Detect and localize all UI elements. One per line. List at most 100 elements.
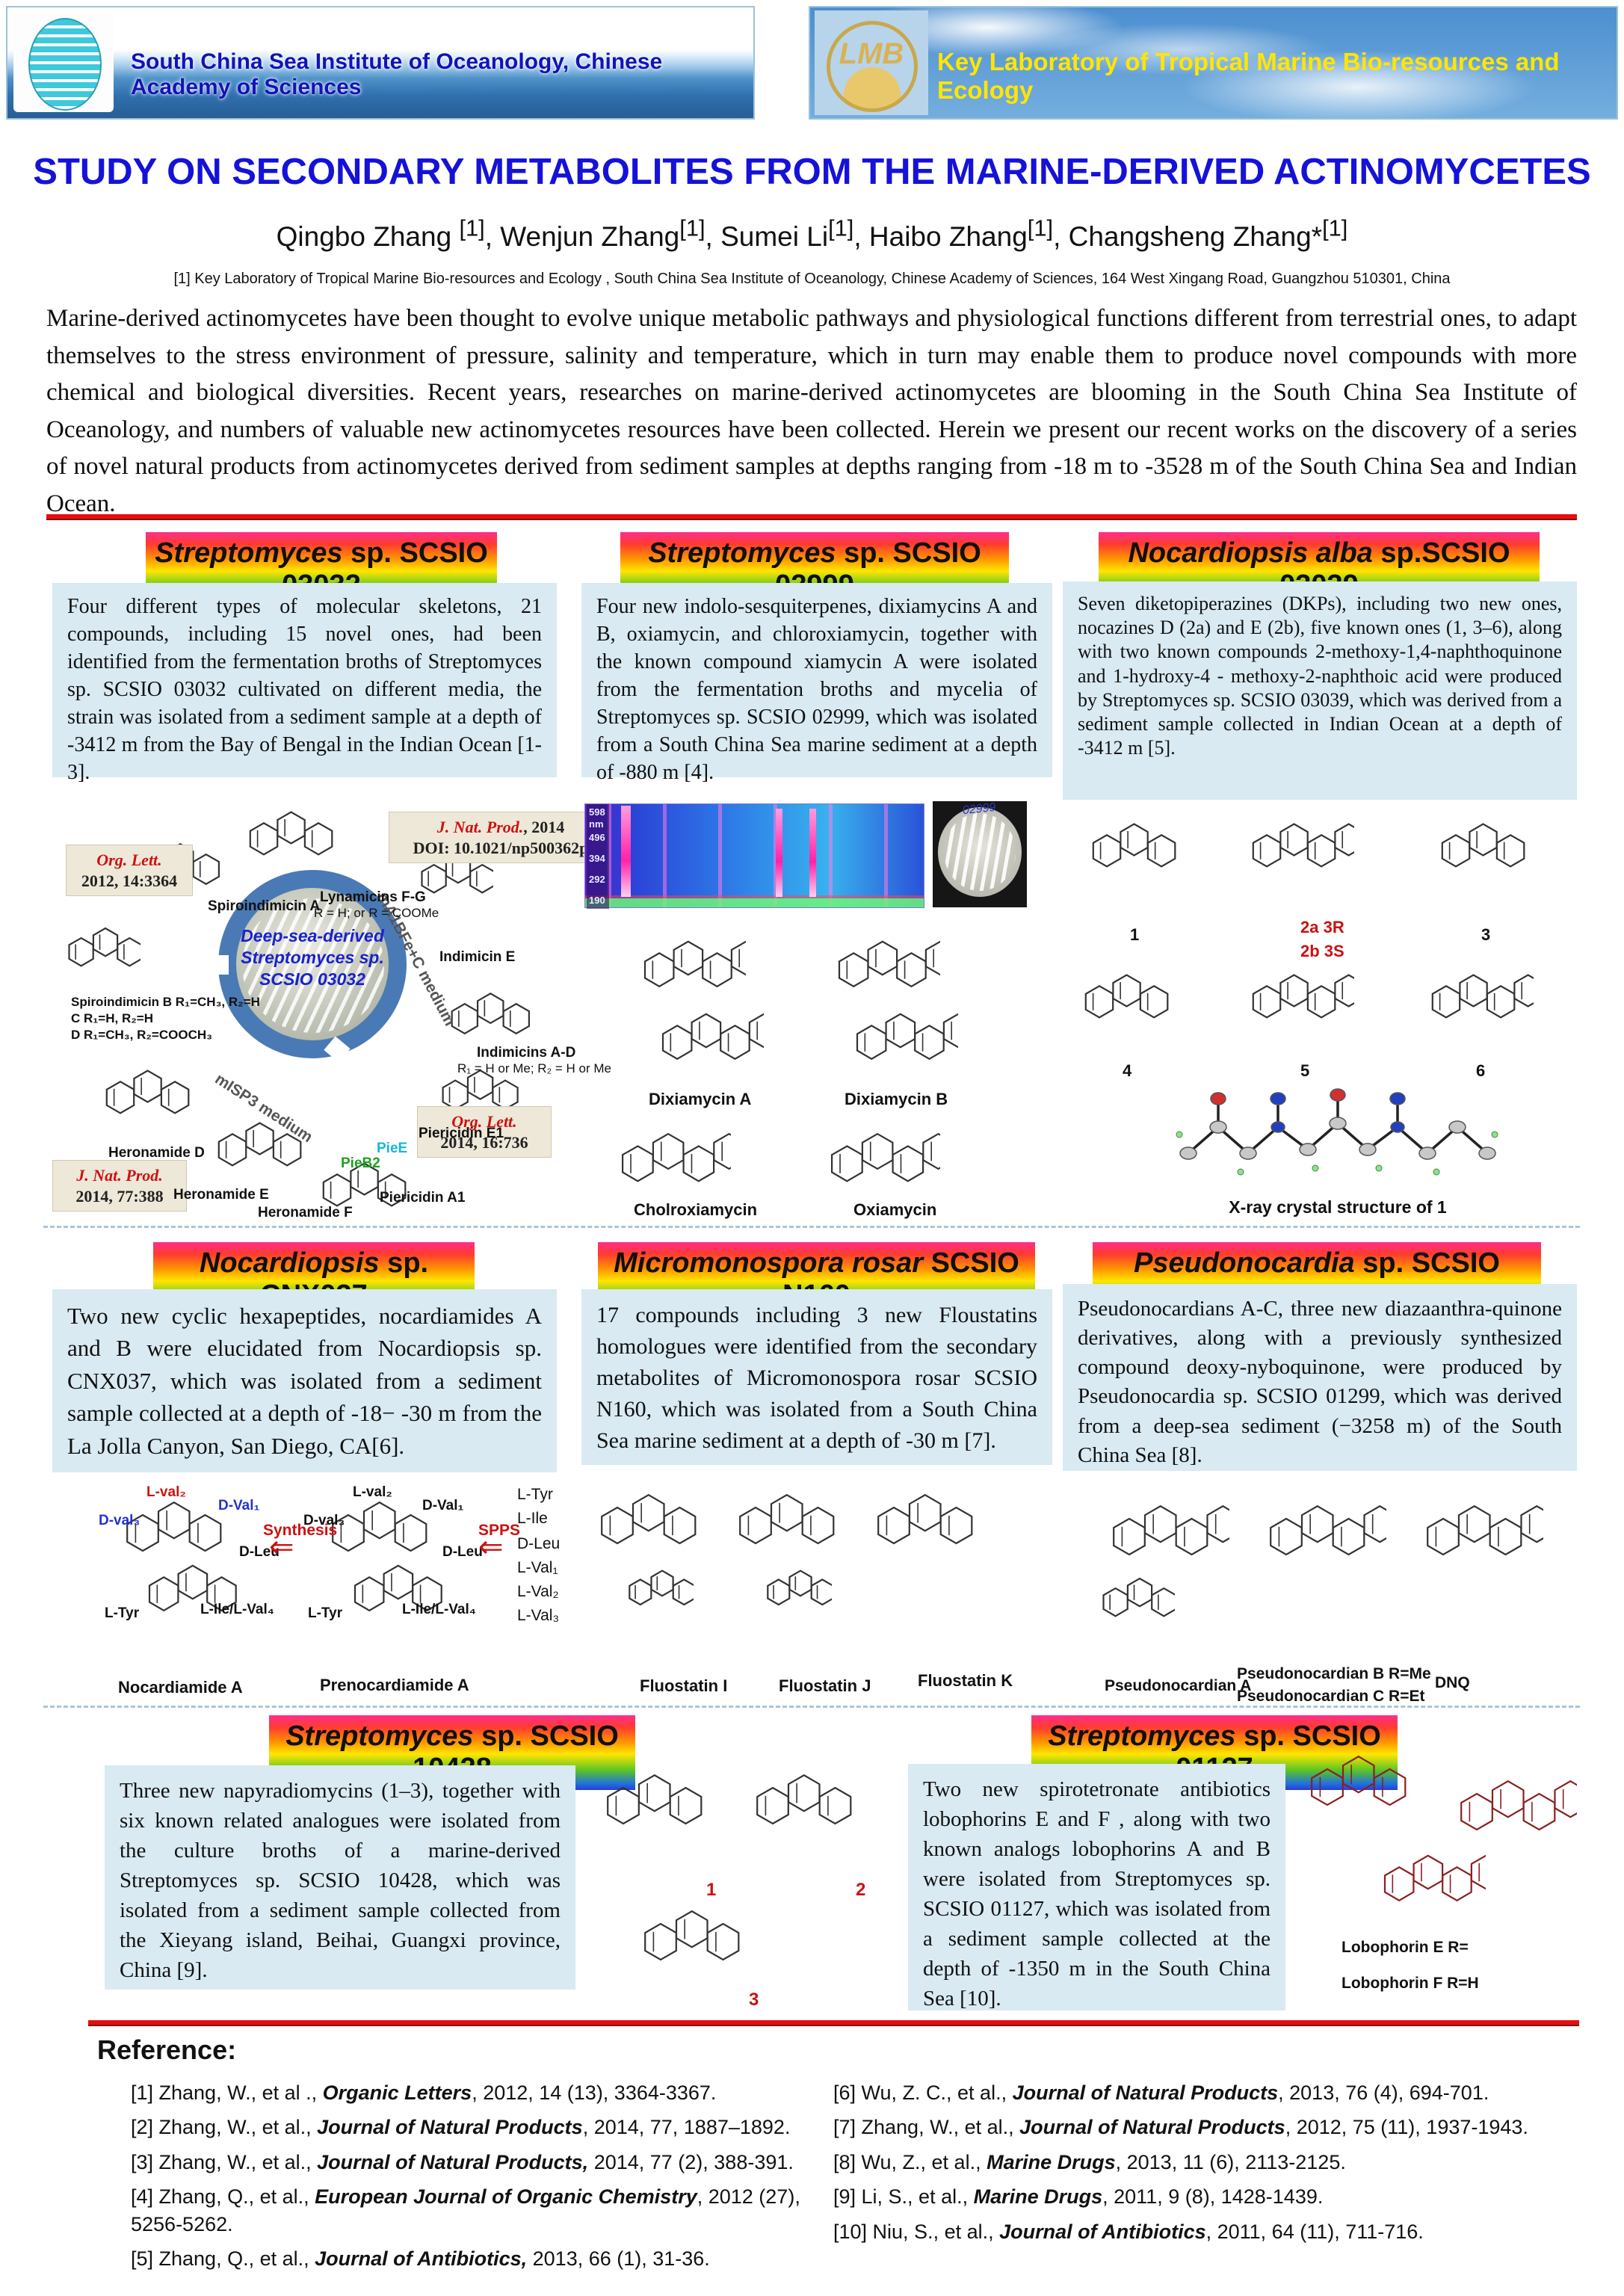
reference-item: [1] Zhang, W., et al ., Organic Letters,… <box>131 2081 717 2104</box>
divider-red-bottom <box>88 2020 1579 2026</box>
residue-label: L-Tyr <box>308 1605 343 1621</box>
banner-right-lab: Key Laboratory of Tropical Marine Bio-re… <box>937 48 1560 104</box>
compound-label: Heronamide D <box>108 1145 205 1161</box>
compound-note: R = H; or R = COOMe <box>314 906 439 920</box>
residue-label: D-Val₁ <box>218 1498 260 1513</box>
compound-number: 3 <box>1481 925 1491 944</box>
compound-label: Pseudonocardian C R=Et <box>1237 1688 1425 1705</box>
compound-label: Lobophorin F R=H <box>1342 1975 1479 1992</box>
aa-list-item: L-Val₂ <box>517 1583 559 1600</box>
genus: Micromonospora rosar <box>614 1247 924 1279</box>
compound-label: Cholroxiamycin <box>634 1200 758 1219</box>
author-sup: [1] <box>828 215 854 241</box>
references-right: [6] Wu, Z. C., et al., Journal of Natura… <box>833 2079 1566 2253</box>
molecule-structure <box>765 1568 834 1610</box>
author: , Haibo Zhang[1] <box>853 215 1054 253</box>
residue-label: D-Val₁ <box>422 1498 464 1513</box>
residue-label: D-val₃ <box>303 1513 345 1528</box>
molecule-structure <box>103 1067 193 1120</box>
hplc-peak <box>621 806 631 897</box>
molecule-structure <box>1250 821 1363 873</box>
abstract: Marine-derived actinomycetes have been t… <box>46 305 1577 517</box>
author-sup: [1] <box>679 215 706 241</box>
compound-label: Prenocardiamide A <box>320 1676 469 1694</box>
genus: Streptomyces <box>1048 1721 1236 1752</box>
molecule-structure <box>1082 972 1172 1024</box>
molecule-structure <box>448 990 531 1040</box>
compound-label: Indimicins A-D <box>477 1045 576 1061</box>
residue-label: D-val₃ <box>99 1513 141 1528</box>
strain-photo-caption: Deep-sea-derived Streptomyces sp. SCSIO … <box>241 926 384 989</box>
author-sup: [1] <box>1322 215 1348 241</box>
author: , Sumei Li[1] <box>705 215 854 253</box>
hplc-peak <box>809 809 816 897</box>
compound-number: 4 <box>1123 1061 1132 1080</box>
aa-list-item: L-Val₁ <box>517 1559 558 1576</box>
molecule-structure <box>598 1491 710 1551</box>
journal: Org. Lett. <box>451 1112 517 1131</box>
compound-label: Dixiamycin A <box>649 1090 752 1108</box>
aa-list-item: L-Ile <box>517 1510 548 1527</box>
molecule-structure <box>874 1491 987 1551</box>
divider-dashed-1 <box>43 1226 1580 1228</box>
section-body-scsio01127: Two new spirotetronate antibiotics lobop… <box>908 1764 1285 2010</box>
molecule-structure <box>66 925 143 972</box>
hplc-peak <box>776 809 782 897</box>
section-body-scsio03032: Four different types of molecular skelet… <box>52 583 557 784</box>
journal: J. Nat. Prod. <box>76 1166 163 1185</box>
genus: Streptomyces <box>155 537 343 569</box>
petri-dish-plate <box>938 807 1022 897</box>
compound-label: DNQ <box>1435 1674 1470 1691</box>
lmb-logo-circle-icon <box>827 21 918 112</box>
compound-label: Heronamide F <box>258 1205 353 1220</box>
page-title: STUDY ON SECONDARY METABOLITES FROM THE … <box>33 152 1591 192</box>
molecule-structure <box>1381 1852 1501 1907</box>
citation: 2014, 77:388 <box>75 1186 164 1206</box>
axis-tick: 598 <box>589 806 605 818</box>
section-body-cnx037: Two new cyclic hexapeptides, nocardiamid… <box>52 1289 557 1472</box>
authors: Qingbo Zhang [1], Wenjun Zhang[1], Sumei… <box>0 215 1624 253</box>
compound-label: Fluostatin I <box>640 1676 728 1695</box>
molecule-structure <box>604 1771 716 1831</box>
section-body-scsio03039: Seven diketopiperazines (DKPs), includin… <box>1063 581 1577 800</box>
citation-badge: Org. Lett. 2014, 16:736 <box>417 1106 552 1158</box>
references-left: [1] Zhang, W., et al ., Organic Letters,… <box>131 2079 811 2280</box>
author-sup: [1] <box>1027 215 1054 241</box>
compound-label: Pseudonocardian B R=Me <box>1237 1665 1431 1682</box>
reference-item: [3] Zhang, W., et al., Journal of Natura… <box>131 2150 794 2173</box>
author-sup: [1] <box>459 215 485 241</box>
hplc-axis: 598 nm 496 394 292 190 <box>587 804 609 909</box>
molecule-structure <box>619 1130 745 1188</box>
molecule-structure <box>1439 821 1528 873</box>
citation: 2012, 14:3364 <box>81 871 178 890</box>
molecule-structure <box>753 1771 865 1831</box>
axis-tick: 292 <box>589 874 605 885</box>
double-arrow-icon: ⇐ <box>478 1531 504 1564</box>
molecule-structure <box>828 1130 954 1188</box>
molecule-structure <box>736 1491 848 1551</box>
section-body-scsio10428: Three new napyradiomycins (1–3), togethe… <box>105 1765 575 1990</box>
residue-label: L-Ile/L-Val₄ <box>200 1602 274 1617</box>
compound-label: Pseudonocardian A <box>1105 1677 1252 1694</box>
compound-label: Heronamide E <box>173 1187 269 1203</box>
author: , Changsheng Zhang*[1] <box>1053 215 1348 253</box>
figure-caption: X-ray crystal structure of 1 <box>1229 1197 1447 1217</box>
compound-label: Oxiamycin <box>853 1200 937 1219</box>
compound-label: Fluostatin K <box>918 1671 1013 1690</box>
aa-list-item: L-Tyr <box>517 1486 553 1503</box>
molecule-structure <box>1424 1502 1554 1562</box>
compound-number: 2b 3S <box>1300 942 1344 960</box>
molecule-structure <box>215 1120 305 1172</box>
compound-label: Indimicin E <box>439 949 516 965</box>
banner-left: South China Sea Institute of Oceanology,… <box>6 6 755 120</box>
double-arrow-icon: ⇐ <box>269 1531 294 1564</box>
xray-ortep-drawing <box>1176 1088 1498 1176</box>
aa-list-item: L-Val₃ <box>517 1607 560 1624</box>
axis-unit: nm <box>589 818 604 830</box>
author: Qingbo Zhang [1] <box>276 215 485 253</box>
reference-item: [10] Niu, S., et al., Journal of Antibio… <box>833 2220 1424 2243</box>
references-heading: Reference: <box>97 2034 237 2065</box>
residue-label: L-Tyr <box>105 1605 140 1621</box>
molecule-structure <box>1429 972 1543 1024</box>
